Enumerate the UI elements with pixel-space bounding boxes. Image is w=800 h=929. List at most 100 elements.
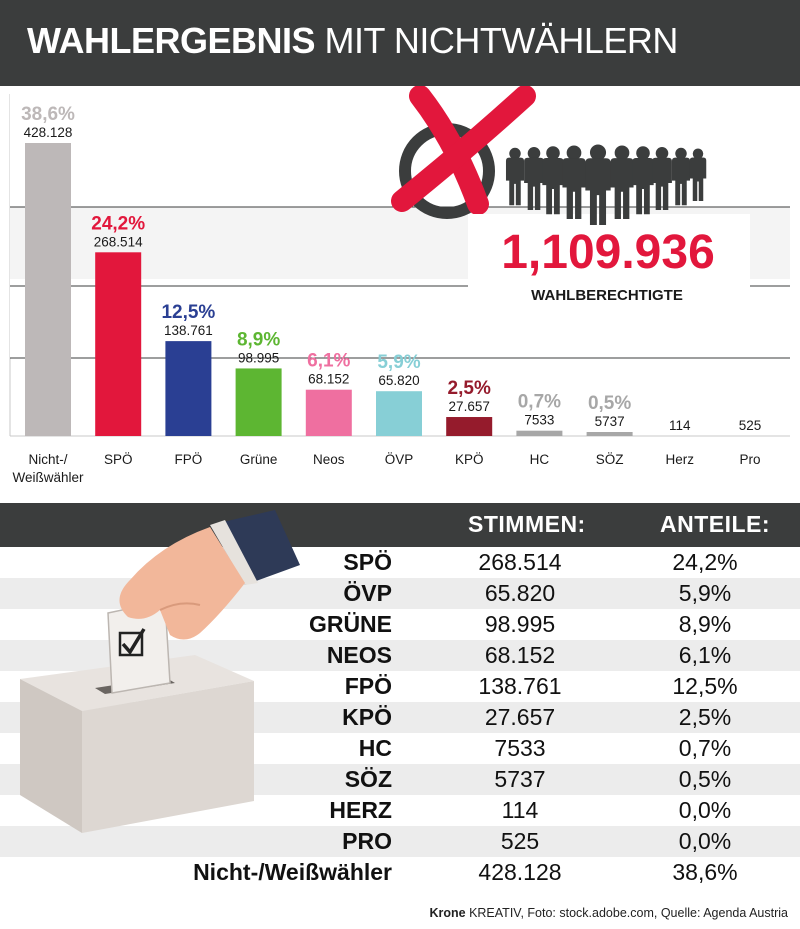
title-light: MIT NICHTWÄHLERN [324, 20, 679, 61]
person-icon [542, 146, 564, 215]
bar-percent-label: 38,6% [21, 104, 75, 125]
table-header: STIMMEN: ANTEILE: [0, 503, 800, 547]
table-row: PRO 525 0,0% [0, 826, 800, 857]
category-label: Nicht-/Weißwähler [12, 452, 84, 485]
bar-count-label: 27.657 [449, 399, 490, 414]
votes-value: 68.152 [484, 642, 556, 668]
party-name: SÖZ [344, 766, 392, 792]
share-value: 0,0% [678, 797, 732, 823]
votes-value: 114 [501, 797, 539, 823]
votes-value: 525 [500, 828, 540, 854]
page-title: WAHLERGEBNIS MIT NICHTWÄHLERN [27, 20, 678, 62]
bar [235, 368, 282, 436]
category-label: FPÖ [175, 452, 203, 467]
share-value: 38,6% [672, 859, 738, 885]
callout-number: 1,109.936 [501, 226, 715, 279]
person-icon [562, 145, 586, 219]
column-votes-header: STIMMEN: [468, 511, 586, 537]
bar [305, 389, 352, 436]
person-icon [632, 146, 654, 215]
category-label: ÖVP [385, 452, 414, 467]
votes-value: 27.657 [484, 704, 556, 730]
bar [516, 430, 563, 436]
party-name: ÖVP [343, 580, 392, 606]
share-value: 24,2% [672, 549, 738, 575]
bar-count-label: 7533 [524, 413, 554, 428]
table-row: HC 7533 0,7% [0, 733, 800, 764]
bar-count-label: 68.152 [308, 372, 349, 387]
votes-value: 98.995 [484, 611, 556, 637]
ballot-box-icon [20, 510, 300, 833]
share-value: 6,1% [678, 642, 732, 668]
party-name: FPÖ [344, 673, 392, 699]
category-label: KPÖ [455, 452, 484, 467]
crossed-circle-icon [391, 86, 536, 219]
bar-percent-label: 8,9% [237, 329, 280, 350]
party-name: HC [358, 735, 392, 761]
bar [446, 417, 493, 436]
share-value: 8,9% [678, 611, 732, 637]
share-value: 0,5% [678, 766, 732, 792]
bar-percent-label: 6,1% [307, 351, 350, 372]
bar-percent-label: 2,5% [448, 378, 491, 399]
bar-percent-label: 5,9% [377, 352, 420, 373]
footer-brand: Krone [429, 906, 466, 920]
bar-count-label: 268.514 [94, 234, 143, 249]
person-icon [610, 145, 634, 219]
person-icon [505, 147, 525, 206]
table-row: Nicht-/Weißwähler 428.128 38,6% [0, 857, 800, 888]
bar-count-label: 525 [739, 418, 762, 433]
footer-credits: Krone KREATIV, Foto: stock.adobe.com, Qu… [429, 906, 788, 920]
share-value: 0,7% [678, 735, 732, 761]
column-share-header: ANTEILE: [660, 511, 771, 537]
party-name: NEOS [326, 642, 392, 668]
party-name: GRÜNE [308, 611, 392, 637]
bar-count-label: 65.820 [378, 373, 419, 388]
share-value: 5,9% [678, 580, 732, 606]
bar-percent-label: 24,2% [91, 213, 145, 234]
callout-panel [468, 214, 750, 308]
share-value: 2,5% [678, 704, 732, 730]
header-bar: WAHLERGEBNIS MIT NICHTWÄHLERN [0, 0, 800, 86]
callout-label: WAHLBERECHTIGTE [531, 287, 683, 304]
party-name: KPÖ [342, 704, 392, 730]
party-name: Nicht-/Weißwähler [193, 859, 392, 885]
bar [95, 252, 142, 436]
votes-value: 5737 [494, 766, 546, 792]
person-icon [524, 147, 544, 210]
table-row: HERZ 114 0,0% [0, 795, 800, 826]
title-bold: WAHLERGEBNIS [27, 20, 316, 61]
party-name: SPÖ [343, 549, 392, 575]
party-name: HERZ [329, 797, 392, 823]
bar-count-label: 5737 [595, 414, 625, 429]
bar-percent-label: 0,5% [588, 393, 631, 414]
person-icon [652, 147, 672, 210]
bar-count-label: 98.995 [238, 350, 279, 365]
party-name: PRO [342, 828, 392, 854]
table-row: GRÜNE 98.995 8,9% [0, 609, 800, 640]
share-value: 0,0% [678, 828, 732, 854]
category-label: Herz [666, 452, 695, 467]
category-label: Neos [313, 452, 345, 467]
table-row: SPÖ 268.514 24,2% [0, 547, 800, 578]
people-group-icon [505, 144, 707, 225]
category-label: Pro [739, 452, 760, 467]
votes-value: 138.761 [478, 673, 562, 699]
bar [165, 341, 212, 436]
votes-value: 7533 [494, 735, 546, 761]
bar-count-label: 114 [669, 418, 691, 433]
bar-count-label: 428.128 [24, 125, 73, 140]
person-icon [585, 144, 611, 225]
bar [376, 391, 422, 436]
category-label: Grüne [240, 452, 278, 467]
person-icon [671, 147, 691, 206]
share-value: 12,5% [672, 673, 738, 699]
bar-count-label: 138.761 [164, 323, 213, 338]
footer-text: KREATIV, Foto: stock.adobe.com, Quelle: … [465, 906, 788, 920]
category-label: SÖZ [596, 452, 624, 467]
bar [586, 432, 633, 436]
votes-value: 268.514 [478, 549, 562, 575]
votes-value: 65.820 [484, 580, 556, 606]
bar-percent-label: 12,5% [161, 302, 215, 323]
